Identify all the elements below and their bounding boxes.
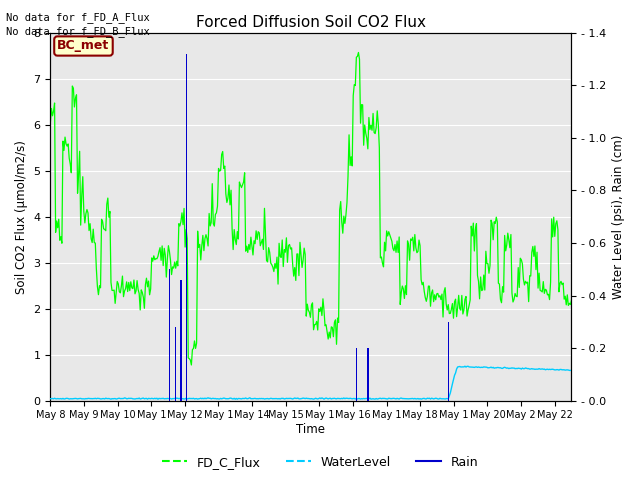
- Bar: [356, 348, 357, 401]
- Text: No data for f_FD_A_Flux: No data for f_FD_A_Flux: [6, 12, 150, 23]
- Bar: [180, 280, 182, 401]
- Y-axis label: Water Level (psi), Rain (cm): Water Level (psi), Rain (cm): [612, 134, 625, 299]
- Bar: [186, 54, 188, 401]
- Bar: [169, 269, 170, 401]
- Bar: [367, 348, 369, 401]
- Text: BC_met: BC_met: [58, 39, 109, 52]
- Text: No data for f_FD_B_Flux: No data for f_FD_B_Flux: [6, 26, 150, 37]
- Bar: [175, 327, 176, 401]
- Legend: FD_C_Flux, WaterLevel, Rain: FD_C_Flux, WaterLevel, Rain: [157, 451, 483, 474]
- Bar: [448, 322, 449, 401]
- X-axis label: Time: Time: [296, 423, 325, 436]
- Title: Forced Diffusion Soil CO2 Flux: Forced Diffusion Soil CO2 Flux: [196, 15, 426, 30]
- Y-axis label: Soil CO2 Flux (μmol/m2/s): Soil CO2 Flux (μmol/m2/s): [15, 140, 28, 294]
